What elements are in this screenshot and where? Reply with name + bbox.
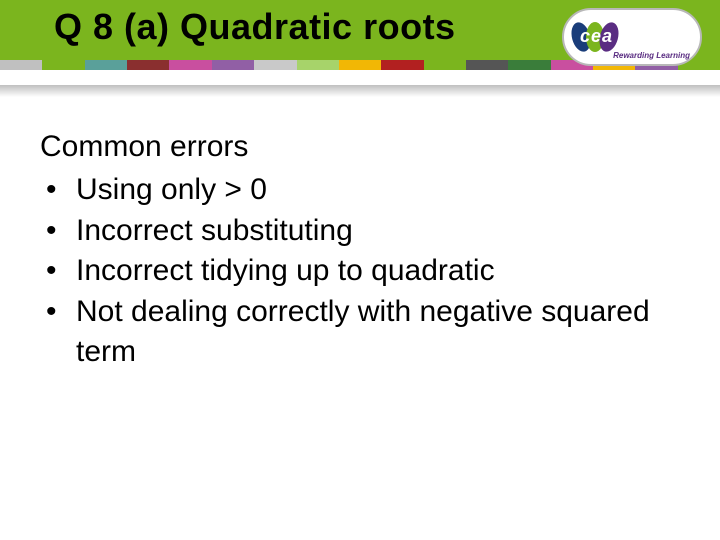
bullet-item: Not dealing correctly with negative squa… xyxy=(40,292,680,373)
rainbow-segment xyxy=(0,60,42,70)
rainbow-segment xyxy=(297,60,339,70)
brand-logo: cea Rewarding Learning xyxy=(562,8,702,66)
bullet-list: Using only > 0Incorrect substitutingInco… xyxy=(40,170,680,373)
rainbow-segment xyxy=(381,60,423,70)
rainbow-segment xyxy=(42,60,84,70)
rainbow-segment xyxy=(85,60,127,70)
rainbow-segment xyxy=(212,60,254,70)
rainbow-segment xyxy=(339,60,381,70)
rainbow-segment xyxy=(169,60,211,70)
header-shadow xyxy=(0,85,720,97)
logo-letters: cea xyxy=(580,26,613,47)
slide-title: Q 8 (a) Quadratic roots xyxy=(54,6,456,48)
content-area: Common errors Using only > 0Incorrect su… xyxy=(40,130,680,373)
rainbow-segment xyxy=(424,60,466,70)
rainbow-segment xyxy=(254,60,296,70)
rainbow-segment xyxy=(466,60,508,70)
bullet-item: Using only > 0 xyxy=(40,170,680,211)
rainbow-segment xyxy=(127,60,169,70)
rainbow-segment xyxy=(508,60,550,70)
logo-tagline: Rewarding Learning xyxy=(613,51,690,60)
bullet-item: Incorrect tidying up to quadratic xyxy=(40,251,680,292)
bullet-item: Incorrect substituting xyxy=(40,211,680,252)
header-band: Q 8 (a) Quadratic roots cea Rewarding Le… xyxy=(0,0,720,98)
slide: Q 8 (a) Quadratic roots cea Rewarding Le… xyxy=(0,0,720,540)
lead-text: Common errors xyxy=(40,130,680,164)
